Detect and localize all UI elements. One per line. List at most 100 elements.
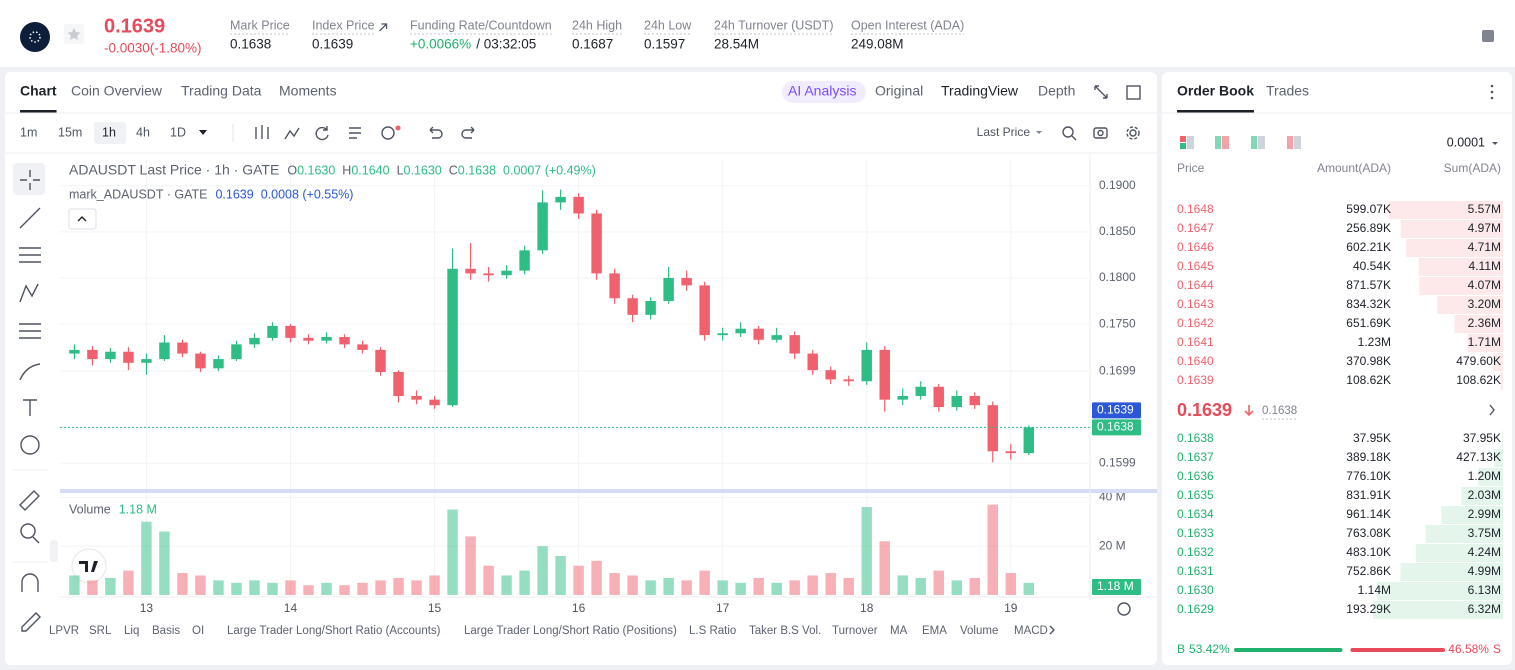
book-price[interactable]: 0.1639 xyxy=(1177,373,1214,387)
book-amount: 108.62K xyxy=(1346,373,1391,387)
book-price[interactable]: 0.1648 xyxy=(1177,202,1214,216)
book-price[interactable]: 0.1632 xyxy=(1177,545,1214,559)
volume-bar xyxy=(897,575,908,595)
indicator[interactable]: Taker B.S Vol. xyxy=(749,625,821,637)
book-price[interactable]: 0.1635 xyxy=(1177,488,1214,502)
indicator[interactable]: OI xyxy=(192,625,204,637)
indicator[interactable]: Large Trader Long/Short Ratio (Positions… xyxy=(464,625,677,637)
legend-collapse[interactable] xyxy=(68,208,97,230)
more-icon[interactable] xyxy=(1490,84,1494,100)
candle-body xyxy=(303,337,314,341)
candle-body xyxy=(645,301,656,315)
book-price[interactable]: 0.1645 xyxy=(1177,259,1214,273)
dropdown-icon[interactable] xyxy=(199,130,207,135)
book-price[interactable]: 0.1633 xyxy=(1177,526,1214,540)
candle-body xyxy=(591,213,602,274)
indicator[interactable]: LPVR xyxy=(49,625,79,637)
buy-ratio: 53.42% xyxy=(1189,642,1230,656)
book-sum: 6.13M xyxy=(1468,583,1501,597)
interval[interactable]: 1h xyxy=(102,125,116,139)
precision[interactable]: 0.0001 xyxy=(1447,135,1485,149)
stat-value: 249.08M xyxy=(851,37,904,52)
book-tab[interactable]: Order Book xyxy=(1177,83,1254,99)
indicator[interactable]: L.S Ratio xyxy=(689,625,736,637)
book-price[interactable]: 0.1637 xyxy=(1177,450,1214,464)
book-price[interactable]: 0.1640 xyxy=(1177,354,1214,368)
candle-body xyxy=(987,405,998,452)
view-tab[interactable]: TradingView xyxy=(941,83,1019,99)
book-price[interactable]: 0.1642 xyxy=(1177,316,1214,330)
book-layout-icons[interactable] xyxy=(1180,136,1301,149)
book-price[interactable]: 0.1638 xyxy=(1177,431,1214,445)
book-amount: 763.08K xyxy=(1346,526,1391,540)
volume-bar xyxy=(195,575,206,595)
indicator[interactable]: EMA xyxy=(922,625,947,637)
tab[interactable]: Coin Overview xyxy=(71,83,163,99)
book-price[interactable]: 0.1641 xyxy=(1177,335,1214,349)
book-price[interactable]: 0.1646 xyxy=(1177,240,1214,254)
book-price[interactable]: 0.1636 xyxy=(1177,469,1214,483)
candle-body xyxy=(789,335,800,354)
volume-bar xyxy=(429,575,440,595)
indicator[interactable]: Volume xyxy=(960,625,998,637)
book-amount: 831.91K xyxy=(1346,488,1391,502)
interval[interactable]: 1D xyxy=(170,125,186,139)
toolbar-icons[interactable] xyxy=(255,125,1140,141)
volume-bar xyxy=(393,577,404,595)
settings-icon[interactable] xyxy=(1117,602,1131,616)
candle-body xyxy=(429,399,440,406)
volume-bar xyxy=(699,570,710,595)
indicator[interactable]: Large Trader Long/Short Ratio (Accounts) xyxy=(227,625,441,637)
volume-bar xyxy=(267,582,278,595)
book-sum: 3.20M xyxy=(1468,297,1501,311)
indicator[interactable]: Turnover xyxy=(832,625,878,637)
book-price[interactable]: 0.1634 xyxy=(1177,507,1214,521)
view-tab[interactable]: Original xyxy=(875,83,923,99)
candle-body xyxy=(771,335,782,340)
interval[interactable]: 1m xyxy=(20,125,37,139)
view-tab[interactable]: AI Analysis xyxy=(788,83,856,99)
depth-bar xyxy=(1373,601,1503,619)
tool-active[interactable] xyxy=(13,163,45,195)
book-price[interactable]: 0.1647 xyxy=(1177,221,1214,235)
interval[interactable]: 15m xyxy=(58,125,82,139)
candle-body xyxy=(267,325,278,338)
candle-body xyxy=(861,349,872,382)
volume-bar xyxy=(609,573,620,595)
book-amount: 752.86K xyxy=(1346,564,1391,578)
window-icon[interactable] xyxy=(1126,85,1141,100)
chevron-icon[interactable] xyxy=(1489,404,1495,416)
link-icon[interactable] xyxy=(379,23,388,32)
indicator[interactable]: Liq xyxy=(124,625,139,637)
book-price[interactable]: 0.1630 xyxy=(1177,583,1214,597)
view-tab[interactable]: Depth xyxy=(1038,83,1075,99)
tab[interactable]: Moments xyxy=(279,83,337,99)
indicator[interactable]: SRL xyxy=(89,625,112,637)
dropdown-icon[interactable] xyxy=(1492,142,1498,145)
tab[interactable]: Chart xyxy=(20,83,57,99)
expand-icon[interactable] xyxy=(1094,85,1108,99)
book-sum: 37.95K xyxy=(1463,431,1501,445)
tab[interactable]: Trading Data xyxy=(181,83,262,99)
price-tag xyxy=(1092,402,1141,419)
volume-bar xyxy=(969,577,980,595)
drawing-tools[interactable] xyxy=(19,170,41,632)
indicator[interactable]: MA xyxy=(890,625,908,637)
volume-bar xyxy=(321,582,332,595)
book-price[interactable]: 0.1643 xyxy=(1177,297,1214,311)
book-price[interactable]: 0.1631 xyxy=(1177,564,1214,578)
book-price[interactable]: 0.1629 xyxy=(1177,602,1214,616)
candle-body xyxy=(825,370,836,380)
price-type[interactable]: Last Price xyxy=(977,125,1031,139)
collapse-handle[interactable] xyxy=(50,540,58,562)
book-price[interactable]: 0.1644 xyxy=(1177,278,1214,292)
indicator[interactable]: MACD xyxy=(1014,625,1048,637)
book-tab[interactable]: Trades xyxy=(1266,83,1309,99)
interval[interactable]: 4h xyxy=(136,125,150,139)
indicator[interactable]: Basis xyxy=(152,625,180,637)
header-icon[interactable] xyxy=(1482,30,1494,42)
chevron-icon[interactable] xyxy=(1049,625,1055,635)
volume-bar xyxy=(159,531,170,595)
dropdown-icon[interactable] xyxy=(1036,131,1042,134)
